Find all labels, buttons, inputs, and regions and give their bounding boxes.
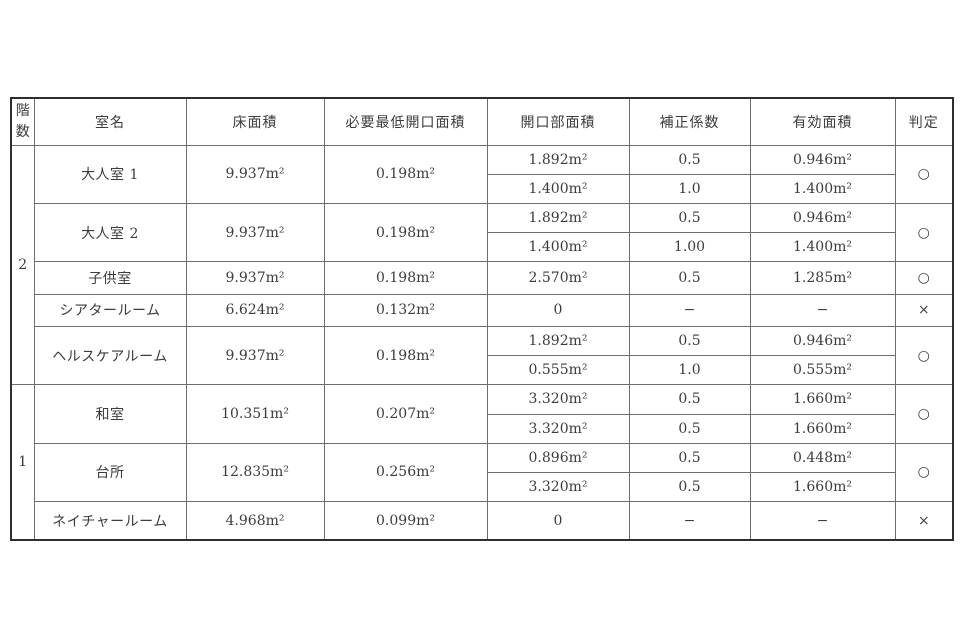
room-name-cell: 台所	[33, 442, 187, 503]
floor-area-cell: 9.937m²	[185, 261, 325, 295]
judgment-cell: ○	[894, 202, 954, 263]
effective-area-cell: 1.400m²	[749, 232, 896, 263]
opening-area-cell: 1.400m²	[486, 173, 630, 204]
floor-number-cell: 1	[10, 384, 35, 541]
correction-factor-cell: 0.5	[628, 413, 751, 444]
opening-area-cell: 1.892m²	[486, 144, 630, 175]
required-area-cell: 0.198m²	[323, 325, 488, 386]
table-row: 3.320m² 0.5 1.660m²	[11, 413, 953, 444]
required-area-cell: 0.256m²	[323, 442, 488, 503]
col-header-effective-area: 有効面積	[749, 97, 896, 146]
correction-factor-cell: 1.00	[628, 232, 751, 263]
required-area-cell: 0.132m²	[323, 293, 488, 327]
col-header-floor-area: 床面積	[185, 97, 325, 146]
floor-area-cell: 9.937m²	[185, 202, 325, 263]
correction-factor-cell: 0.5	[628, 144, 751, 175]
correction-factor-cell: 1.0	[628, 173, 751, 204]
floor-area-cell: 9.937m²	[185, 144, 325, 204]
effective-area-cell: 0.946m²	[749, 325, 896, 357]
effective-area-cell: 1.400m²	[749, 173, 896, 204]
opening-area-cell: 3.320m²	[486, 413, 630, 444]
judgment-cell: ○	[894, 442, 954, 503]
effective-area-cell: −	[749, 501, 896, 541]
table-row: 1 和室 10.351m² 0.207m² 3.320m² 0.5 1.660m…	[10, 384, 954, 541]
room-name-cell: 和室	[33, 384, 187, 444]
room-name-cell: ネイチャールーム	[33, 501, 187, 541]
floor-number-cell: 2	[10, 144, 35, 386]
correction-factor-cell: −	[628, 501, 751, 541]
room-name-cell: 子供室	[33, 261, 187, 295]
effective-area-cell: 0.946m²	[749, 144, 896, 175]
correction-factor-cell: 0.5	[628, 384, 751, 415]
col-header-opening-area: 開口部面積	[486, 97, 630, 146]
floor-area-cell: 12.835m²	[185, 442, 325, 503]
opening-area-cell: 0	[486, 501, 630, 541]
col-header-floor: 階数	[10, 97, 35, 146]
required-area-cell: 0.099m²	[323, 501, 488, 541]
judgment-cell: ○	[894, 261, 954, 295]
floor-area-cell: 4.968m²	[185, 501, 325, 541]
correction-factor-cell: 0.5	[628, 261, 751, 295]
col-header-correction-factor: 補正係数	[628, 97, 751, 146]
room-name-cell: 大人室 1	[33, 144, 187, 204]
table-row: ネイチャールーム 4.968m² 0.099m² 0 − − ×	[11, 501, 954, 541]
effective-area-cell: 1.660m²	[749, 384, 896, 415]
effective-area-cell: 0.555m²	[749, 355, 896, 386]
correction-factor-cell: 0.5	[628, 442, 751, 473]
required-area-cell: 0.207m²	[323, 384, 488, 444]
floor-area-cell: 9.937m²	[185, 325, 325, 386]
col-header-required-min-opening-area: 必要最低開口面積	[323, 97, 488, 146]
room-name-cell: 大人室 2	[33, 202, 187, 263]
table-row: シアタールーム 6.624m² 0.132m² 0 − − ×	[11, 293, 954, 327]
table-row: ヘルスケアルーム 9.937m² 0.198m² 1.892m² 0.5 0.9…	[11, 325, 954, 386]
correction-factor-cell: 1.0	[628, 355, 751, 386]
opening-area-cell: 0.555m²	[486, 355, 630, 386]
opening-area-cell: 3.320m²	[486, 384, 630, 415]
table-row: 台所 12.835m² 0.256m² 0.896m² 0.5 0.448m² …	[11, 442, 954, 503]
table-row: 1.400m² 1.00 1.400m²	[11, 232, 953, 263]
judgment-cell: ×	[894, 501, 954, 541]
opening-area-cell: 0.896m²	[486, 442, 630, 473]
effective-area-cell: 1.660m²	[749, 471, 896, 503]
effective-area-cell: 1.660m²	[749, 413, 896, 444]
correction-factor-cell: −	[628, 293, 751, 327]
opening-area-cell: 1.892m²	[486, 325, 630, 357]
floor-area-cell: 6.624m²	[185, 293, 325, 327]
judgment-cell: ○	[894, 384, 954, 444]
table-row: 0.555m² 1.0 0.555m²	[11, 355, 953, 386]
effective-area-cell: −	[749, 293, 896, 327]
opening-area-cell: 1.892m²	[486, 202, 630, 234]
opening-area-cell: 2.570m²	[486, 261, 630, 295]
effective-area-cell: 1.285m²	[749, 261, 896, 295]
floor-area-cell: 10.351m²	[185, 384, 325, 444]
judgment-cell: ×	[894, 293, 954, 327]
opening-area-check-table: 階数 室名 床面積 必要最低開口面積 開口部面積 補正係数 有効面積 判定 2 …	[10, 97, 954, 541]
required-area-cell: 0.198m²	[323, 261, 488, 295]
required-area-cell: 0.198m²	[323, 144, 488, 204]
required-area-cell: 0.198m²	[323, 202, 488, 263]
table-row: 3.320m² 0.5 1.660m²	[11, 471, 953, 503]
opening-area-cell: 3.320m²	[486, 471, 630, 503]
table-row: 2 大人室 1 9.937m² 0.198m² 1.892m² 0.5 0.94…	[10, 144, 954, 386]
effective-area-cell: 0.448m²	[749, 442, 896, 473]
table-row: 子供室 9.937m² 0.198m² 2.570m² 0.5 1.285m² …	[11, 261, 954, 295]
opening-area-cell: 0	[486, 293, 630, 327]
col-header-judgment: 判定	[894, 97, 954, 146]
opening-area-cell: 1.400m²	[486, 232, 630, 263]
effective-area-cell: 0.946m²	[749, 202, 896, 234]
header-row: 階数 室名 床面積 必要最低開口面積 開口部面積 補正係数 有効面積 判定	[10, 97, 954, 146]
table-row: 1.400m² 1.0 1.400m²	[11, 173, 953, 204]
judgment-cell: ○	[894, 325, 954, 386]
room-name-cell: ヘルスケアルーム	[33, 325, 187, 386]
table-row: 大人室 2 9.937m² 0.198m² 1.892m² 0.5 0.946m…	[11, 202, 954, 263]
correction-factor-cell: 0.5	[628, 202, 751, 234]
col-header-room-name: 室名	[33, 97, 187, 146]
correction-factor-cell: 0.5	[628, 325, 751, 357]
judgment-cell: ○	[894, 144, 954, 204]
correction-factor-cell: 0.5	[628, 471, 751, 503]
room-name-cell: シアタールーム	[33, 293, 187, 327]
